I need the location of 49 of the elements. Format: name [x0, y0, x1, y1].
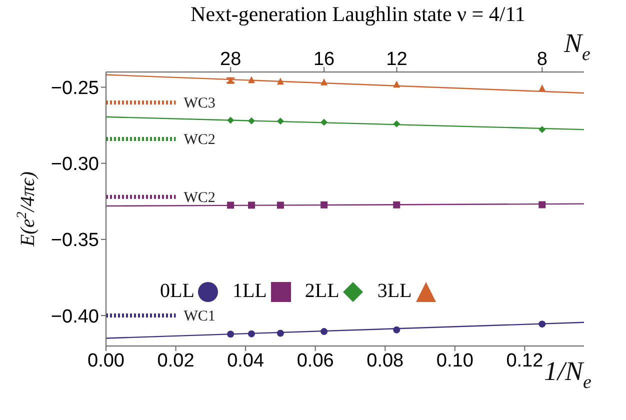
point [320, 328, 328, 336]
point [276, 202, 284, 209]
y-tick-label: −0.40 [50, 306, 99, 328]
point [538, 84, 546, 92]
point [393, 326, 400, 334]
point [393, 201, 400, 208]
x-tick-label: 0.08 [366, 350, 404, 372]
point [320, 118, 328, 126]
point [248, 117, 255, 124]
series-label: WC3 [184, 95, 216, 112]
point [320, 78, 328, 86]
point [393, 120, 400, 128]
point [538, 201, 546, 208]
x-tick-label: 0.02 [157, 350, 194, 372]
y-tick-label: −0.30 [50, 154, 99, 176]
point [320, 201, 328, 208]
text: 8 [536, 49, 548, 70]
point [227, 116, 234, 124]
x2-axis-title: N$_{e}$ [563, 28, 590, 66]
point [227, 202, 234, 209]
x-tick-label: 0.04 [227, 350, 264, 372]
y-tick-label: −0.25 [50, 78, 99, 99]
point [276, 330, 284, 337]
y-tick-label: −0.35 [50, 230, 99, 252]
point [538, 320, 546, 328]
point [227, 330, 234, 338]
point [248, 202, 255, 209]
point [393, 80, 400, 88]
x-tick-label: 0.10 [436, 350, 474, 372]
legend-label: 1LL [232, 280, 267, 303]
x-tick-label: 0.12 [506, 350, 544, 372]
point [248, 330, 255, 338]
point [248, 76, 255, 84]
legend-label: 3LL [377, 280, 412, 303]
series-label: WC2 [184, 132, 216, 148]
x-axis-title: 1/N$_{e}$ [544, 356, 592, 394]
text: 28 [220, 49, 242, 70]
legend-label: 0LL [160, 280, 194, 303]
series-label: WC2 [184, 190, 216, 206]
x-tick-label: 0.06 [296, 350, 334, 372]
series-label: WC1 [184, 308, 216, 325]
x-tick-label: 0.00 [88, 350, 124, 372]
legend-label: 2LL [304, 280, 340, 303]
point [276, 118, 284, 125]
point [276, 78, 284, 85]
text: 12 [386, 49, 408, 70]
point [538, 126, 546, 134]
text: 16 [313, 49, 335, 70]
chart-title: Next-generation Laughlin state ν = 4/11 [190, 2, 526, 27]
